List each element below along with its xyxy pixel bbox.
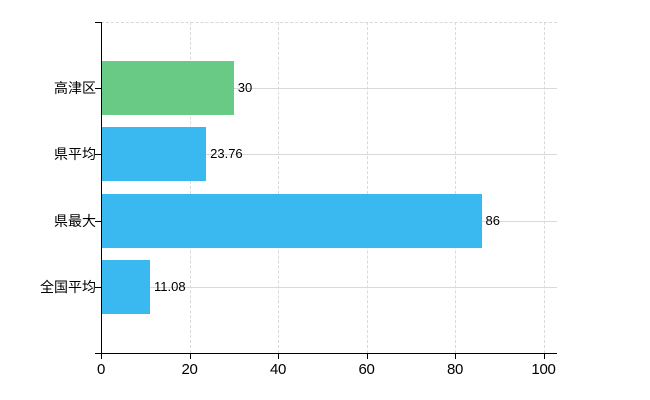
x-gridline <box>543 22 545 353</box>
x-gridline <box>366 22 368 353</box>
category-label: 高津区 <box>54 80 96 97</box>
x-gridline <box>189 22 191 353</box>
x-axis-line <box>95 353 557 354</box>
category-label: 県平均 <box>54 146 96 163</box>
x-tick <box>543 353 545 359</box>
x-tick-label: 40 <box>269 361 287 378</box>
x-tick <box>366 353 368 359</box>
x-tick-label: 100 <box>531 361 556 378</box>
x-gridline <box>278 22 279 353</box>
bar-value-label: 11.08 <box>154 278 186 294</box>
y-tick <box>95 154 101 156</box>
y-gridline <box>102 286 557 288</box>
x-tick-label: 20 <box>181 361 198 378</box>
bar-value-label: 23.76 <box>210 146 243 162</box>
y-gridline <box>102 154 557 156</box>
x-tick-label: 0 <box>96 361 106 378</box>
x-tick <box>455 353 456 359</box>
y-tick <box>95 220 101 222</box>
category-label: 県最大 <box>54 212 96 229</box>
bar <box>102 127 207 182</box>
y-tick <box>95 286 101 288</box>
x-gridline <box>455 22 456 353</box>
x-tick <box>278 353 279 359</box>
bar <box>102 259 151 314</box>
bar <box>102 61 234 116</box>
y-axis-line <box>101 22 102 354</box>
bar <box>102 193 482 248</box>
x-tick-label: 60 <box>358 361 375 378</box>
bar-value-label: 30 <box>237 80 253 96</box>
y-tick <box>95 22 101 23</box>
x-tick <box>189 353 191 359</box>
x-tick-label: 80 <box>446 361 464 378</box>
category-label: 全国平均 <box>40 278 96 295</box>
bar-value-label: 86 <box>485 212 501 228</box>
y-tick <box>95 88 101 90</box>
y-gridline <box>102 88 557 90</box>
x-tick <box>101 353 102 359</box>
plot-top-gridline <box>101 22 557 23</box>
